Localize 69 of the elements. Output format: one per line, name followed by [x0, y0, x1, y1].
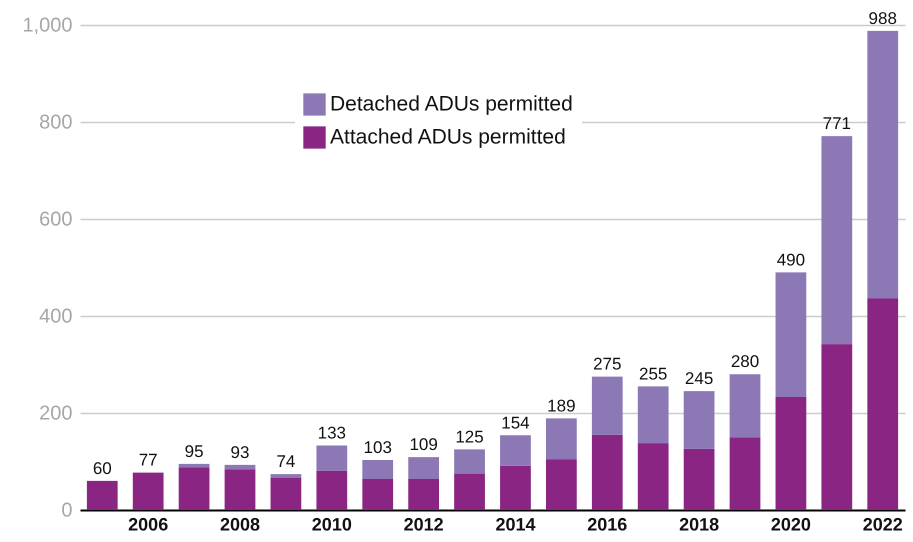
x-tick-label: 2016	[587, 514, 628, 534]
x-tick-label: 2018	[679, 514, 720, 534]
y-tick-label: 600	[39, 208, 72, 230]
y-tick-label: 400	[39, 306, 72, 328]
bar	[730, 374, 760, 438]
x-tick-label: 2022	[862, 514, 903, 534]
legend-label: Detached ADUs permitted	[330, 92, 573, 116]
x-tick-label: 2006	[128, 514, 168, 534]
y-tick-label: 0	[61, 500, 72, 522]
bar	[821, 344, 852, 510]
total-label: 255	[638, 364, 668, 384]
total-label: 275	[593, 354, 622, 374]
total-label: 109	[409, 435, 438, 454]
x-tick-label: 2020	[770, 514, 811, 534]
total-label: 103	[364, 438, 392, 458]
bar	[867, 30, 898, 299]
total-label: 490	[776, 250, 806, 270]
total-label: 93	[230, 442, 250, 462]
x-tick-label: 2012	[404, 514, 444, 534]
total-label: 988	[868, 8, 897, 28]
total-label: 77	[138, 450, 158, 470]
total-label: 771	[822, 114, 852, 134]
x-tick-label: 2014	[495, 514, 536, 534]
bar	[132, 472, 164, 510]
bar	[684, 391, 714, 449]
bar	[224, 469, 256, 510]
bar	[592, 376, 623, 435]
bar	[224, 464, 256, 470]
bar	[316, 470, 348, 510]
bar	[270, 478, 302, 510]
x-tick-label: 2008	[220, 514, 260, 534]
bar	[178, 467, 210, 510]
y-tick-label: 1,000	[22, 14, 72, 36]
total-label: 125	[455, 427, 484, 446]
bar	[362, 478, 394, 510]
bar	[638, 443, 669, 510]
bar	[408, 478, 440, 510]
bar	[684, 448, 714, 510]
bar	[730, 437, 760, 510]
bar	[546, 418, 577, 460]
bar	[178, 464, 210, 468]
bar	[86, 480, 118, 510]
bar	[776, 272, 806, 397]
bar	[500, 466, 531, 510]
bar	[638, 386, 669, 444]
total-label: 280	[730, 352, 760, 372]
x-tick-label: 2010	[312, 514, 352, 534]
bar	[454, 474, 485, 510]
total-label: 74	[276, 452, 296, 472]
bar	[454, 449, 485, 474]
bar	[867, 298, 898, 510]
bar	[546, 460, 577, 510]
y-tick-label: 200	[39, 402, 72, 424]
total-label: 245	[684, 369, 714, 388]
bar	[821, 136, 852, 344]
bar	[270, 474, 302, 478]
legend-label: Attached ADUs permitted	[330, 126, 566, 148]
bar	[362, 460, 394, 479]
total-label: 154	[501, 413, 530, 432]
bar	[776, 396, 806, 510]
bar	[316, 445, 348, 471]
y-tick-label: 800	[39, 112, 72, 134]
bar	[592, 434, 623, 510]
total-label: 95	[184, 442, 204, 461]
total-label: 133	[318, 423, 346, 442]
bar	[500, 435, 531, 466]
bar	[408, 457, 440, 479]
total-label: 189	[547, 396, 576, 416]
total-label: 60	[92, 458, 112, 478]
